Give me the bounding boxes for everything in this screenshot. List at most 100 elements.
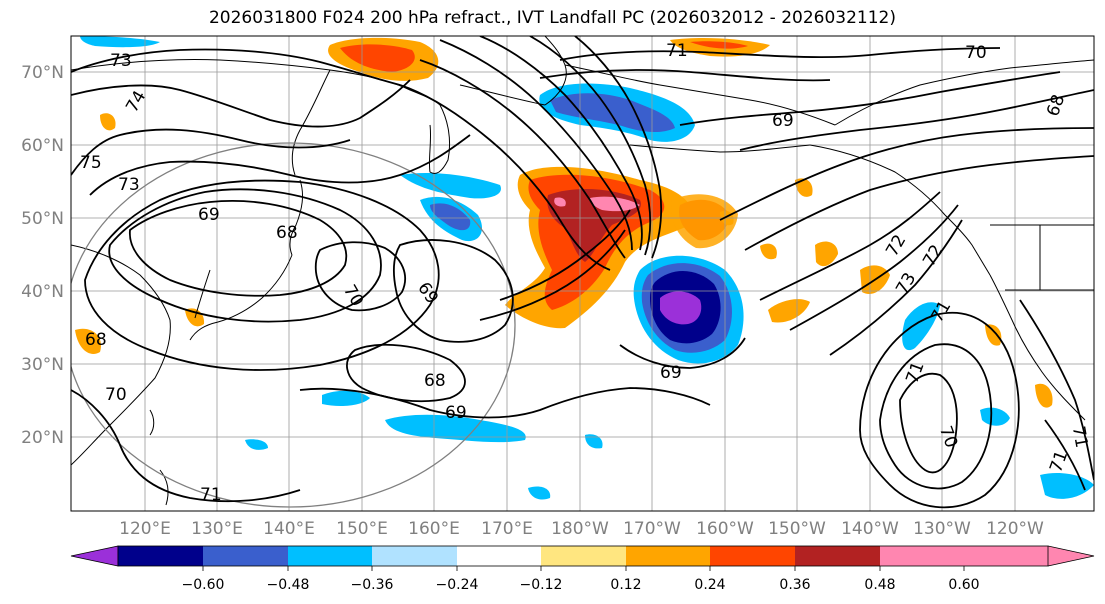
contour-label: 71 — [200, 485, 222, 505]
contour-72-east — [789, 204, 959, 331]
contour-68 — [346, 343, 466, 403]
lon-label: 160°W — [696, 519, 754, 539]
shade-positive-ecoast-4 — [795, 178, 813, 197]
shade-positive-north-core — [340, 44, 415, 72]
lat-label: 40°N — [21, 282, 64, 302]
lon-label: 170°W — [623, 519, 681, 539]
contour-71-south — [71, 389, 301, 503]
colorbar-tick-label: −0.36 — [351, 577, 394, 593]
contour-73 — [89, 134, 471, 196]
lon-label: 180°W — [551, 519, 609, 539]
lon-label: 130°E — [191, 519, 243, 539]
contour-70-ne — [559, 47, 1001, 61]
coast-taiwan — [149, 409, 155, 436]
contour-label: 71 — [1068, 425, 1091, 450]
contour-jet-2 — [419, 59, 626, 259]
chart-title: 2026031800 F024 200 hPa refract., IVT La… — [208, 8, 896, 28]
shade-positive-east-edge — [671, 194, 738, 249]
colorbar-segment — [626, 546, 710, 566]
contour-east-1 — [719, 127, 1094, 221]
contour-label: 73 — [110, 51, 132, 71]
colorbar-extend-min — [70, 545, 119, 567]
contour-73-east — [829, 219, 963, 356]
contour-jet-6 — [574, 36, 663, 259]
coast-bc — [944, 214, 991, 276]
shade-positive-ne-core — [690, 41, 748, 49]
contour-72-lobe — [859, 311, 1020, 509]
colorbar-tick-label: 0.36 — [779, 577, 810, 593]
border-states — [990, 224, 1094, 291]
lon-label: 120°W — [986, 519, 1044, 539]
refractivity-contours — [71, 36, 1094, 509]
contour-69-ne — [679, 71, 1061, 126]
contour-jet-4 — [479, 36, 643, 251]
shade-positive-west-1 — [100, 113, 116, 131]
colorbar-outline — [117, 545, 1049, 567]
contour-label: 69 — [445, 403, 467, 423]
contour-73-north — [71, 48, 401, 86]
shade-negative-subtropic-5 — [245, 439, 268, 450]
contour-label: 68 — [85, 330, 107, 350]
colorbar-segment — [203, 546, 288, 566]
contour-label: 75 — [80, 153, 102, 173]
lat-label: 20°N — [21, 428, 64, 448]
shade-negative-subtropic-3 — [528, 486, 551, 500]
contour-label: 71 — [666, 41, 688, 61]
shade-positive-aleutian-4 — [590, 196, 640, 212]
contour-jet-1 — [399, 84, 611, 271]
contour-70-mid — [314, 241, 407, 312]
lat-label: 70°N — [21, 63, 64, 83]
coast-okhotsk — [291, 69, 331, 176]
colorbar-extend-max — [964, 546, 1094, 566]
colorbar-segment — [795, 546, 880, 566]
contour-71-east — [759, 191, 941, 301]
shade-negative-subtropic-2 — [322, 390, 370, 406]
contour-71-ne — [539, 69, 831, 82]
contour-69-mid — [393, 239, 514, 343]
coast-gulf-alaska — [809, 144, 946, 216]
contour-trough-2 — [479, 229, 626, 321]
lat-label: 50°N — [21, 209, 64, 229]
colorbar-tick-label: 0.60 — [948, 577, 979, 593]
colorbar: −0.60 −0.48 −0.36 −0.24 −0.12 0.12 0.24 … — [70, 545, 1095, 593]
contour-east-edge — [1019, 299, 1094, 481]
contour-label: 70 — [965, 43, 987, 63]
contour-jet-5 — [529, 36, 652, 256]
shade-positive-ecoast-6 — [985, 324, 1002, 346]
contour-label: 70 — [105, 385, 127, 405]
colorbar-segment — [118, 546, 203, 566]
coast-kamchatka — [428, 104, 451, 174]
contour-label: 69 — [660, 363, 682, 383]
shade-negative-central-4 — [660, 291, 702, 325]
colorbar-outline-max — [1047, 545, 1095, 567]
shade-positive-aleutian-5 — [554, 197, 566, 207]
shade-positive-ecoast-2 — [815, 241, 838, 267]
coast-westcoast — [989, 274, 1086, 421]
colorbar-tick-label: −0.12 — [520, 577, 563, 593]
colorbar-tick-labels: −0.60 −0.48 −0.36 −0.24 −0.12 0.12 0.24 … — [182, 577, 980, 593]
contour-74 — [71, 79, 411, 128]
lat-axis-labels: 70°N 60°N 50°N 40°N 30°N 20°N — [21, 63, 64, 448]
landfall-range-circle — [71, 142, 516, 508]
colorbar-tick-label: 0.48 — [864, 577, 895, 593]
contour-69-south — [299, 387, 711, 419]
contour-68-ne — [739, 89, 1094, 151]
contour-trough — [499, 209, 631, 301]
lon-label: 130°W — [913, 519, 971, 539]
contour-label: 73 — [118, 175, 140, 195]
contour-69-center — [619, 337, 746, 369]
lon-label: 140°E — [263, 519, 315, 539]
lon-label: 140°W — [841, 519, 899, 539]
colorbar-tick-label: 0.12 — [610, 577, 641, 593]
coast-philippines — [159, 469, 169, 506]
coast-alaska — [544, 36, 836, 126]
contour-label: 69 — [198, 205, 220, 225]
lat-label: 30°N — [21, 355, 64, 375]
coast-china — [71, 244, 171, 466]
contour-label: 68 — [276, 223, 298, 243]
colorbar-ticks — [202, 566, 965, 571]
lon-label: 150°E — [336, 519, 388, 539]
contour-east-edge-2 — [1044, 419, 1086, 491]
contour-label: 68 — [424, 371, 446, 391]
